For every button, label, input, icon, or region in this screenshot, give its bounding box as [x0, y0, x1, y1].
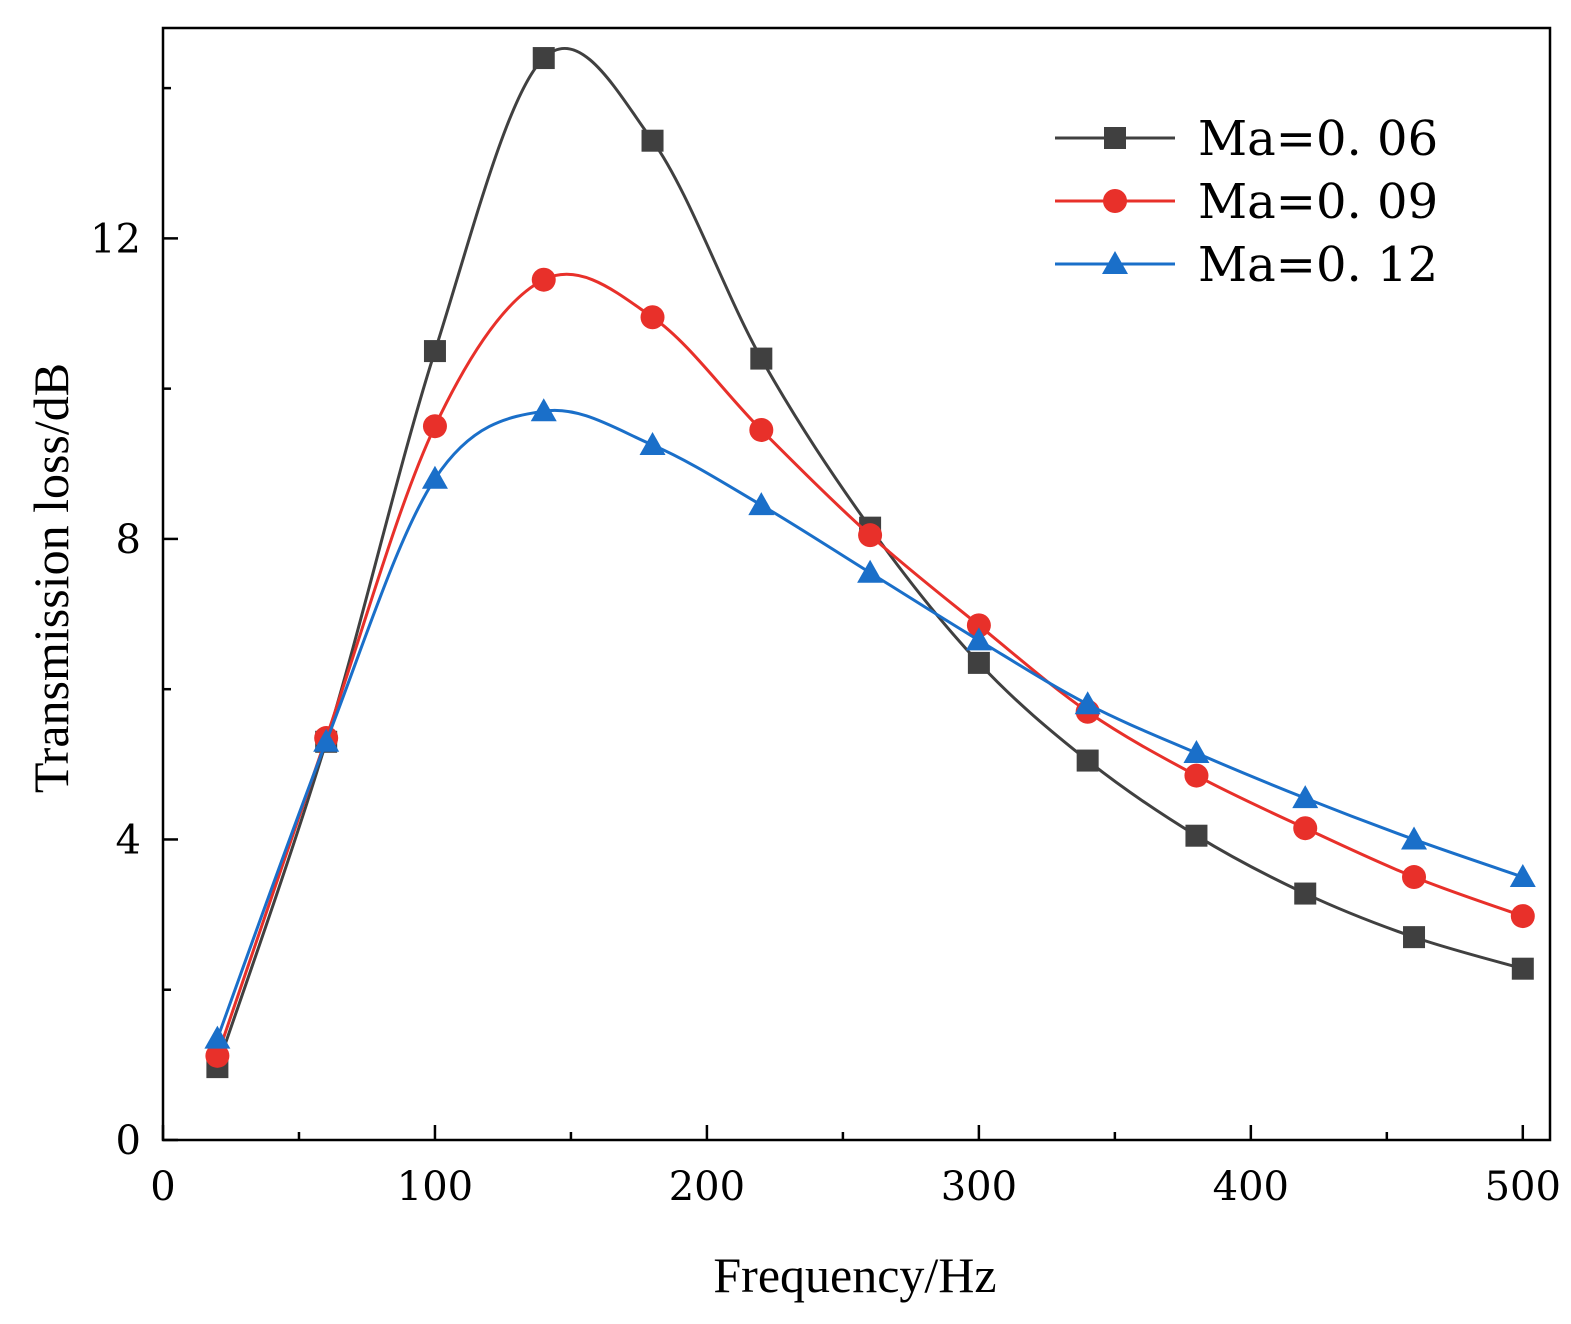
y-tick-label: 8	[116, 517, 141, 563]
legend-marker	[1104, 127, 1126, 149]
data-point	[313, 728, 340, 752]
data-point	[1184, 763, 1209, 788]
legend-marker	[1102, 251, 1128, 274]
axes-layer: 0 100 200 300 400 500 0 4 8 12	[90, 26, 1561, 1210]
data-point	[423, 340, 446, 363]
data-point	[204, 1025, 231, 1049]
series-1	[205, 267, 1535, 1068]
y-tick-label: 0	[116, 1118, 141, 1164]
data-point	[1403, 926, 1426, 949]
data-point	[205, 1043, 230, 1068]
data-point	[422, 414, 447, 439]
series-line	[215, 46, 1524, 1068]
data-point	[967, 651, 990, 674]
data-point	[530, 398, 557, 422]
data-point	[1401, 826, 1428, 850]
data-point	[532, 47, 555, 70]
legend-item: Ma=0. 12	[1055, 237, 1438, 293]
data-point	[1074, 691, 1101, 715]
data-point	[1511, 957, 1534, 980]
plot-frame	[161, 26, 1552, 1142]
data-point	[1076, 749, 1099, 772]
legend-label: Ma=0. 12	[1198, 237, 1438, 293]
y-axis-title: Transmission loss/dB	[23, 363, 79, 793]
x-tick-label: 0	[150, 1164, 175, 1210]
data-point	[965, 627, 992, 651]
x-tick-label: 100	[397, 1164, 473, 1210]
data-point	[1510, 904, 1535, 929]
data-point	[421, 465, 448, 489]
legend-label: Ma=0. 06	[1198, 111, 1438, 167]
data-point	[857, 559, 884, 583]
y-tick-label: 4	[116, 817, 141, 863]
data-point	[640, 305, 665, 330]
data-point	[750, 347, 773, 370]
data-point	[1292, 785, 1319, 809]
data-point	[966, 613, 991, 638]
data-point	[858, 523, 883, 548]
x-tick-label: 500	[1485, 1164, 1561, 1210]
y-tick-label: 12	[90, 216, 141, 262]
legend-marker	[1103, 189, 1127, 213]
x-tick-label: 200	[669, 1164, 745, 1210]
data-point	[1183, 740, 1210, 764]
data-point	[1294, 882, 1317, 905]
data-point	[639, 432, 666, 455]
legend-label: Ma=0. 09	[1198, 174, 1438, 230]
series-line	[215, 272, 1524, 1057]
legend-item: Ma=0. 06	[1055, 111, 1438, 167]
data-point	[749, 417, 774, 442]
x-tick-label: 300	[941, 1164, 1017, 1210]
series-2	[204, 398, 1536, 1049]
series-layer	[204, 46, 1536, 1079]
series-line	[215, 408, 1524, 1040]
data-point	[1402, 865, 1427, 890]
data-point	[531, 267, 556, 292]
legend: Ma=0. 06 Ma=0. 09 Ma=0. 12	[1055, 111, 1438, 293]
x-tick-label: 400	[1213, 1164, 1289, 1210]
x-axis-title: Frequency/Hz	[713, 1247, 996, 1303]
legend-item: Ma=0. 09	[1055, 174, 1438, 230]
data-point	[1185, 824, 1208, 847]
data-point	[748, 492, 775, 516]
data-point	[641, 129, 664, 152]
data-point	[1509, 864, 1536, 888]
data-point	[1293, 816, 1318, 841]
